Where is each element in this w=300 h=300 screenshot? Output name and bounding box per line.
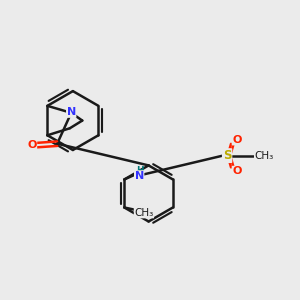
Text: O: O	[232, 166, 242, 176]
Text: CH₃: CH₃	[134, 208, 154, 218]
Text: N: N	[134, 171, 144, 181]
Text: S: S	[223, 149, 231, 162]
Text: CH₃: CH₃	[254, 151, 274, 160]
Text: O: O	[232, 135, 242, 145]
Text: O: O	[27, 140, 37, 150]
Text: H: H	[136, 166, 143, 175]
Text: N: N	[67, 107, 76, 117]
